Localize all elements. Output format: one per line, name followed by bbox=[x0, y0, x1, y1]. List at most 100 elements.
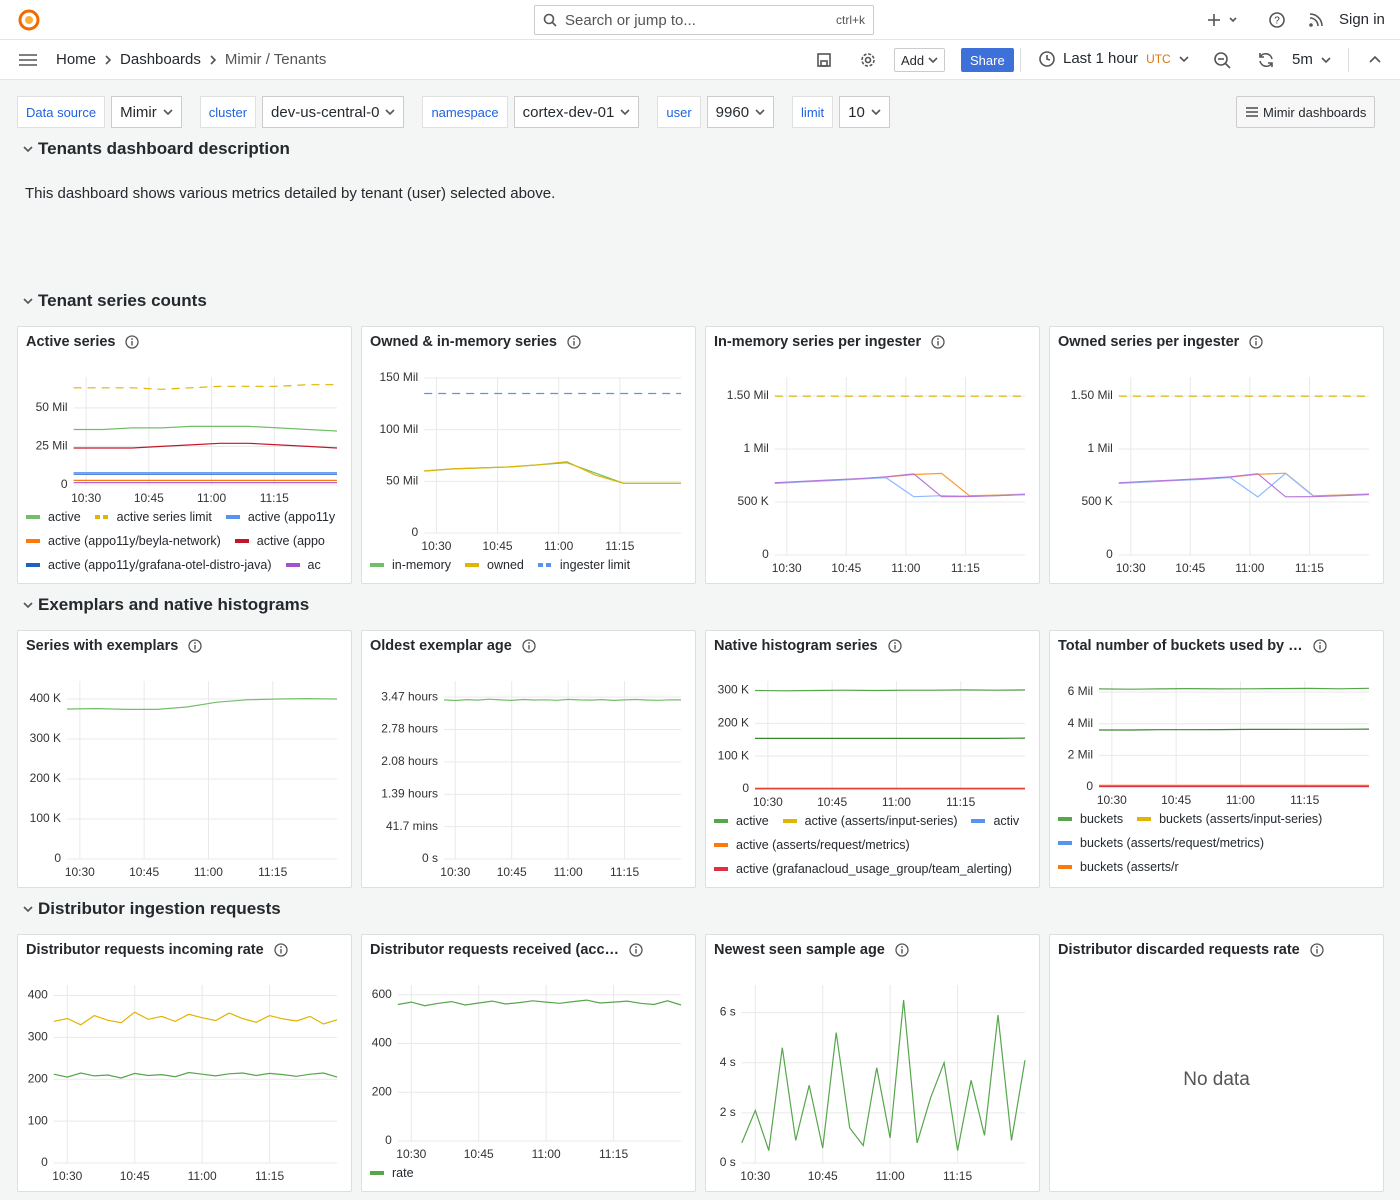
breadcrumb[interactable]: Home bbox=[56, 51, 97, 68]
section-header[interactable]: Exemplars and native histograms bbox=[22, 595, 309, 615]
y-tick-label: 0 bbox=[61, 477, 68, 491]
x-tick-label: 10:30 bbox=[772, 561, 802, 575]
legend-item[interactable]: active series limit bbox=[94, 505, 212, 529]
legend-item[interactable]: buckets (asserts/request/metrics) bbox=[1058, 831, 1264, 855]
y-tick-label: 100 Mil bbox=[380, 422, 419, 436]
legend-item[interactable]: active (appo11y/beyla-network) bbox=[26, 529, 221, 553]
info-icon bbox=[522, 639, 536, 653]
chevron-line bbox=[620, 109, 630, 116]
section-header[interactable]: Distributor ingestion requests bbox=[22, 899, 281, 919]
legend-item[interactable]: ac bbox=[285, 553, 321, 577]
series-line bbox=[774, 472, 1026, 497]
plot: 0 500 K 1 Mil 1.50 Mil 10:30 10:45 11:00 11:15 bbox=[1071, 377, 1370, 575]
variable-value[interactable]: dev-us-central-0 bbox=[262, 96, 405, 128]
mimir-dashboards-link[interactable]: Mimir dashboards bbox=[1236, 96, 1376, 128]
legend-label: buckets (grafanacloud_usage_group/team_a… bbox=[1080, 879, 1355, 881]
x-tick-label: 10:45 bbox=[483, 539, 513, 553]
legend-item[interactable]: active (asserts/request/metrics) bbox=[714, 833, 910, 857]
y-tick-label: 50 Mil bbox=[386, 474, 418, 488]
legend-item[interactable]: active bbox=[714, 809, 769, 833]
y-tick-label: 25 Mil bbox=[36, 439, 68, 453]
variable-value[interactable]: Mimir bbox=[111, 96, 182, 128]
logo[interactable] bbox=[17, 8, 41, 32]
legend-item[interactable]: active (appo11y/grafana-otel-distro-java… bbox=[26, 553, 272, 577]
legend-swatch bbox=[782, 819, 797, 823]
legend-item[interactable]: activ bbox=[971, 809, 1019, 833]
refresh-interval: 5m bbox=[1292, 51, 1313, 68]
save-icon[interactable] bbox=[816, 52, 832, 68]
legend-item[interactable]: owned bbox=[465, 553, 524, 577]
share-button[interactable]: Share bbox=[961, 48, 1014, 72]
legend-item[interactable]: active (grafanacloud_usage_group/team_al… bbox=[714, 857, 1012, 881]
plot: 0 2 Mil 4 Mil 6 Mil 10:30 10:45 11:00 11:15 bbox=[1068, 681, 1370, 807]
settings-icon[interactable] bbox=[860, 52, 876, 68]
legend-item[interactable]: active bbox=[26, 505, 81, 529]
sign-in[interactable]: Sign in bbox=[1339, 11, 1385, 28]
help-icon[interactable]: ? bbox=[1268, 11, 1286, 29]
new-icon[interactable] bbox=[1206, 12, 1242, 28]
panel-title-text: Distributor requests received (acc… bbox=[370, 942, 620, 958]
legend-label: active (appo bbox=[256, 534, 325, 548]
section-header[interactable]: Tenants dashboard description bbox=[22, 139, 290, 159]
legend-label: buckets (asserts/request/metrics) bbox=[1080, 836, 1265, 850]
info-circle bbox=[522, 639, 536, 653]
collapse-icon[interactable] bbox=[1368, 54, 1382, 64]
refresh-picker[interactable]: 5m bbox=[1292, 51, 1331, 68]
y-tick-label: 2 s bbox=[720, 1105, 736, 1119]
x-tick-label: 11:00 bbox=[532, 1147, 561, 1161]
y-tick-label: 6 s bbox=[720, 1005, 736, 1019]
info-dot bbox=[527, 642, 530, 644]
variable-value[interactable]: cortex-dev-01 bbox=[513, 96, 640, 128]
variable: Data source Mimir bbox=[17, 96, 182, 128]
y-tick-label: 200 bbox=[372, 1084, 392, 1098]
y-tick-label: 500 K bbox=[1081, 494, 1112, 508]
news-icon[interactable] bbox=[1308, 12, 1324, 28]
info-dot bbox=[893, 642, 896, 644]
section-header[interactable]: Tenant series counts bbox=[22, 291, 207, 311]
legend-item[interactable]: in-memory bbox=[370, 553, 451, 577]
legend-item[interactable]: active (asserts/input-series) bbox=[782, 809, 958, 833]
time-picker[interactable]: Last 1 hour UTC bbox=[1039, 50, 1189, 67]
legend-item[interactable]: buckets (asserts/input-series) bbox=[1137, 807, 1322, 831]
legend-label: ac bbox=[307, 558, 321, 572]
legend-item[interactable]: active (appo11y bbox=[225, 505, 335, 529]
refresh-icon[interactable] bbox=[1257, 51, 1275, 69]
legend-item[interactable]: buckets bbox=[1058, 807, 1123, 831]
info-icon bbox=[1313, 639, 1327, 653]
variable-label: cluster bbox=[199, 96, 257, 128]
legend-item[interactable]: active (appo bbox=[234, 529, 325, 553]
variable-value[interactable]: 9960 bbox=[706, 96, 775, 128]
breadcrumb[interactable]: Dashboards bbox=[120, 51, 201, 68]
variable-label: namespace bbox=[422, 96, 508, 128]
y-tick-label: 200 K bbox=[30, 771, 61, 785]
panel-title: Series with exemplars bbox=[26, 638, 202, 654]
section-title: Tenant series counts bbox=[38, 291, 207, 310]
chevron-line bbox=[23, 298, 33, 305]
plot: 0 50 Mil 100 Mil 150 Mil 10:30 10:45 11:00 11:1… bbox=[380, 370, 681, 553]
variable-label: Data source bbox=[17, 96, 106, 128]
legend-swatch bbox=[285, 563, 300, 567]
x-tick-label: 11:15 bbox=[1295, 561, 1324, 575]
add-button[interactable]: Add bbox=[894, 48, 946, 72]
panel-title: Active series bbox=[26, 334, 140, 350]
variable-value[interactable]: 10 bbox=[839, 96, 890, 128]
variable-label: user bbox=[657, 96, 701, 128]
info-dot bbox=[1318, 642, 1321, 644]
info-dot bbox=[937, 338, 940, 340]
svg-text:?: ? bbox=[1274, 16, 1280, 27]
x-tick-label: 11:15 bbox=[605, 539, 634, 553]
legend-label: active (asserts/input-series) bbox=[804, 814, 958, 828]
search-box[interactable]: Search or jump to... ctrl+k bbox=[534, 5, 874, 35]
legend-label: rate bbox=[392, 1166, 414, 1180]
zoom-out[interactable] bbox=[1213, 51, 1231, 69]
menu-icon[interactable] bbox=[18, 52, 38, 68]
legend-swatch bbox=[971, 819, 986, 823]
legend-item[interactable]: rate bbox=[370, 1161, 414, 1185]
legend-item[interactable]: buckets (asserts/r bbox=[1058, 855, 1179, 879]
legend-label: active bbox=[48, 510, 81, 524]
plot: 0 100 K 200 K 300 K 400 K 10:30 10:45 11:00 11:1… bbox=[30, 681, 338, 879]
legend-item[interactable]: ingester limit bbox=[537, 553, 630, 577]
variable-value-text: 10 bbox=[848, 103, 865, 121]
x-tick-label: 10:30 bbox=[396, 1147, 426, 1161]
legend-item[interactable]: buckets (grafanacloud_usage_group/team_a… bbox=[1058, 879, 1355, 881]
